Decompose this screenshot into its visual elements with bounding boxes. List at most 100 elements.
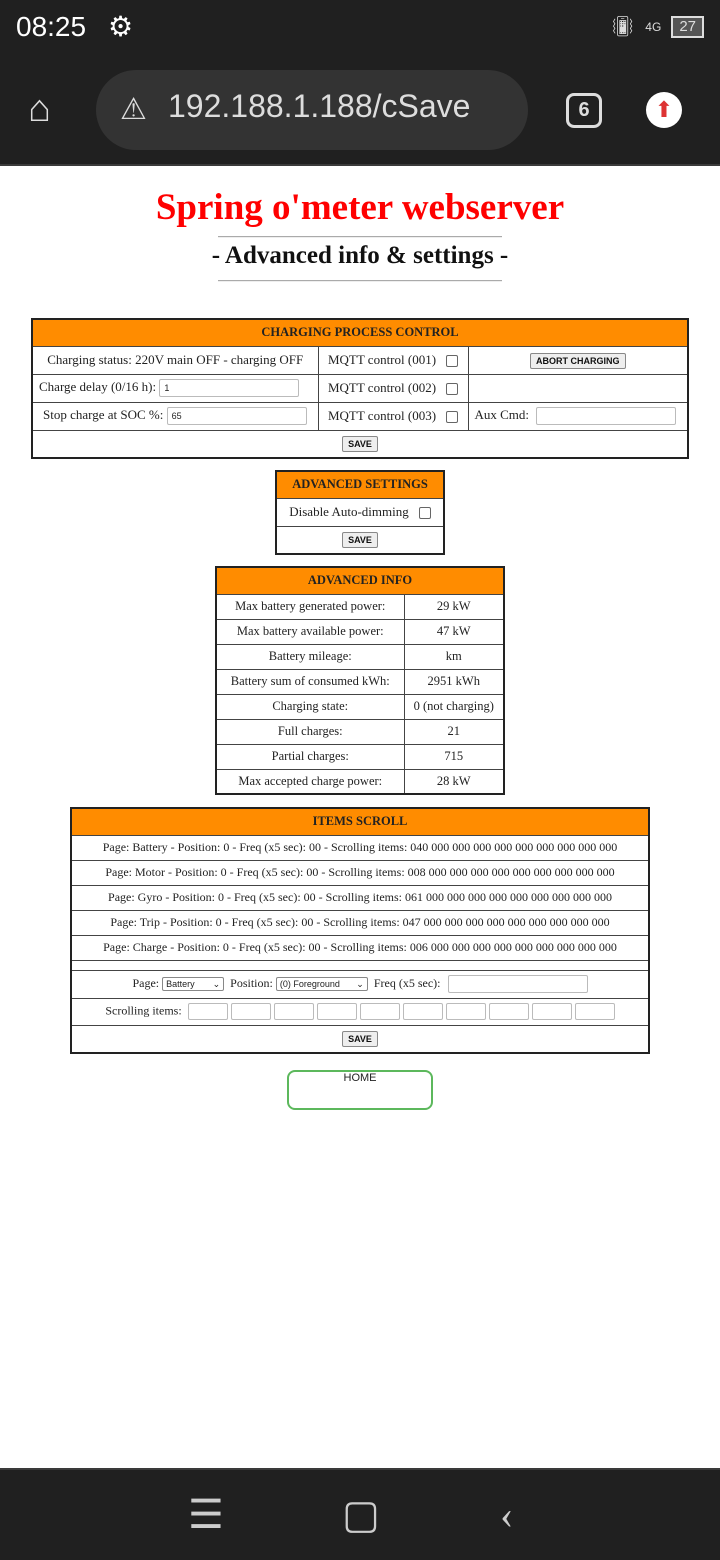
update-arrow-icon[interactable]: ⬆ <box>646 92 682 128</box>
table-row: Page: Battery - Position: 0 - Freq (x5 s… <box>70 834 650 861</box>
info-value: 29 kW <box>403 593 505 620</box>
vibrate-icon: 📳︎ <box>609 16 636 38</box>
save-button[interactable]: SAVE <box>342 436 378 453</box>
info-value: km <box>403 643 505 670</box>
chevron-down-icon: ⌄ <box>356 979 364 989</box>
page-subtitle: - Advanced info & settings - <box>211 242 509 269</box>
recents-icon[interactable]: ☰ <box>188 1492 224 1537</box>
stop-soc-label: Stop charge at SOC %: <box>43 406 164 422</box>
scroll-item-input[interactable] <box>402 1003 443 1020</box>
table-row: Max battery available power: 47 kW <box>215 618 505 645</box>
table-row: Page: Motor - Position: 0 - Freq (x5 sec… <box>70 859 650 886</box>
info-label: Battery sum of consumed kWh: <box>215 668 405 695</box>
scroll-item-input[interactable] <box>574 1003 615 1020</box>
info-value: 0 (not charging) <box>403 693 505 720</box>
mqtt-label: MQTT control (001) <box>327 352 437 367</box>
info-label: Partial charges: <box>215 743 405 770</box>
scroll-config-row: Page: Battery - Position: 0 - Freq (x5 s… <box>70 834 650 861</box>
table-header: ADVANCED SETTINGS <box>275 470 445 499</box>
table-header: ITEMS SCROLL <box>70 807 650 836</box>
table-row: Battery mileage: km <box>215 643 505 670</box>
mqtt-001-checkbox[interactable] <box>446 355 459 368</box>
freq-label: Freq (x5 sec): <box>373 975 441 990</box>
clock: 08:25 <box>16 11 87 42</box>
table-row: Max battery generated power: 29 kW <box>215 593 505 620</box>
mqtt-002-checkbox[interactable] <box>446 383 459 396</box>
save-button[interactable]: SAVE <box>342 532 378 549</box>
scroll-item-input[interactable] <box>230 1003 271 1020</box>
info-label: Max battery generated power: <box>215 593 405 620</box>
navigation-bar: ☰ ▢ ‹ <box>0 1468 720 1560</box>
chevron-down-icon: ⌄ <box>212 979 221 989</box>
tab-count-button[interactable]: 6 <box>566 93 602 128</box>
scroll-item-input[interactable] <box>273 1003 314 1020</box>
table-row: Page: Trip - Position: 0 - Freq (x5 sec)… <box>70 909 650 936</box>
scroll-item-input[interactable] <box>359 1003 400 1020</box>
spacer-row <box>70 959 650 971</box>
autodim-label: Disable Auto-dimming <box>289 504 409 519</box>
page-select-value: Battery <box>166 979 195 989</box>
mqtt-003-checkbox[interactable] <box>446 411 459 424</box>
mqtt-label: MQTT control (003) <box>327 408 437 423</box>
scroll-item-input[interactable] <box>316 1003 357 1020</box>
info-label: Full charges: <box>215 718 405 745</box>
autodim-checkbox[interactable] <box>418 507 431 520</box>
freq-input[interactable] <box>447 975 588 993</box>
scroll-config-row: Page: Gyro - Position: 0 - Freq (x5 sec)… <box>70 884 650 911</box>
page-label: Page: <box>132 975 160 990</box>
table-row: Charging state: 0 (not charging) <box>215 693 505 720</box>
address-bar[interactable]: ⚠ 192.188.1.188/cSave <box>96 70 528 150</box>
scroll-config-row: Page: Trip - Position: 0 - Freq (x5 sec)… <box>70 909 650 936</box>
battery-icon: 27 <box>671 15 704 38</box>
position-label: Position: <box>230 975 273 990</box>
table-row: Partial charges: 715 <box>215 743 505 770</box>
aux-cmd-input[interactable] <box>536 407 677 425</box>
info-label: Charging state: <box>215 693 405 720</box>
aux-cmd-label: Aux Cmd: <box>474 406 530 422</box>
info-value: 47 kW <box>403 618 505 645</box>
charge-delay-label: Charge delay (0/16 h): <box>39 378 157 394</box>
scroll-config-row: Page: Motor - Position: 0 - Freq (x5 sec… <box>70 859 650 886</box>
table-row: Full charges: 21 <box>215 718 505 745</box>
info-label: Max battery available power: <box>215 618 405 645</box>
charge-delay-input[interactable]: 1 <box>159 379 300 397</box>
home-button[interactable]: HOME <box>287 1070 433 1110</box>
browser-toolbar: ⌂ ⚠ 192.188.1.188/cSave 6 ⬆ <box>0 56 720 166</box>
scroll-item-input[interactable] <box>488 1003 529 1020</box>
divider <box>218 236 502 238</box>
position-select[interactable]: (0) Foreground ⌄ <box>275 977 368 991</box>
scroll-config-row: Page: Charge - Position: 0 - Freq (x5 se… <box>70 934 650 961</box>
url-text[interactable]: 192.188.1.188/cSave <box>168 88 471 124</box>
scroll-item-input[interactable] <box>187 1003 228 1020</box>
info-value: 2951 kWh <box>403 668 505 695</box>
home-nav-icon[interactable]: ▢ <box>342 1492 380 1537</box>
advanced-settings-table: ADVANCED SETTINGS Disable Auto-dimming S… <box>275 470 445 555</box>
home-icon[interactable]: ⌂ <box>28 88 51 130</box>
table-row: Page: Gyro - Position: 0 - Freq (x5 sec)… <box>70 884 650 911</box>
table-row: Max accepted charge power: 28 kW <box>215 768 505 795</box>
scrolling-items-label: Scrolling items: <box>105 1003 182 1018</box>
signal-icon: 4G <box>645 19 662 34</box>
page-select[interactable]: Battery ⌄ <box>162 977 225 991</box>
table-header: CHARGING PROCESS CONTROL <box>31 318 689 347</box>
table-row: Page: Charge - Position: 0 - Freq (x5 se… <box>70 934 650 961</box>
gear-icon: ⚙ <box>108 12 134 43</box>
info-value: 28 kW <box>403 768 505 795</box>
divider <box>218 280 502 282</box>
charging-status: Charging status: 220V main OFF - chargin… <box>31 345 319 375</box>
save-button[interactable]: SAVE <box>342 1030 378 1047</box>
advanced-info-table: ADVANCED INFO Max battery generated powe… <box>215 566 505 795</box>
charging-control-table: CHARGING PROCESS CONTROL Charging status… <box>31 318 689 459</box>
scroll-item-input[interactable] <box>445 1003 486 1020</box>
abort-charging-button[interactable]: ABORT CHARGING <box>530 352 626 369</box>
warning-icon: ⚠ <box>120 93 147 126</box>
info-value: 715 <box>403 743 505 770</box>
position-select-value: (0) Foreground <box>279 979 340 989</box>
back-icon[interactable]: ‹ <box>500 1492 514 1537</box>
info-label: Max accepted charge power: <box>215 768 405 795</box>
stop-soc-input[interactable]: 65 <box>166 407 307 425</box>
table-header: ADVANCED INFO <box>215 566 505 595</box>
table-row: Battery sum of consumed kWh: 2951 kWh <box>215 668 505 695</box>
page-title: Spring o'meter webserver <box>155 187 565 228</box>
scroll-item-input[interactable] <box>531 1003 572 1020</box>
